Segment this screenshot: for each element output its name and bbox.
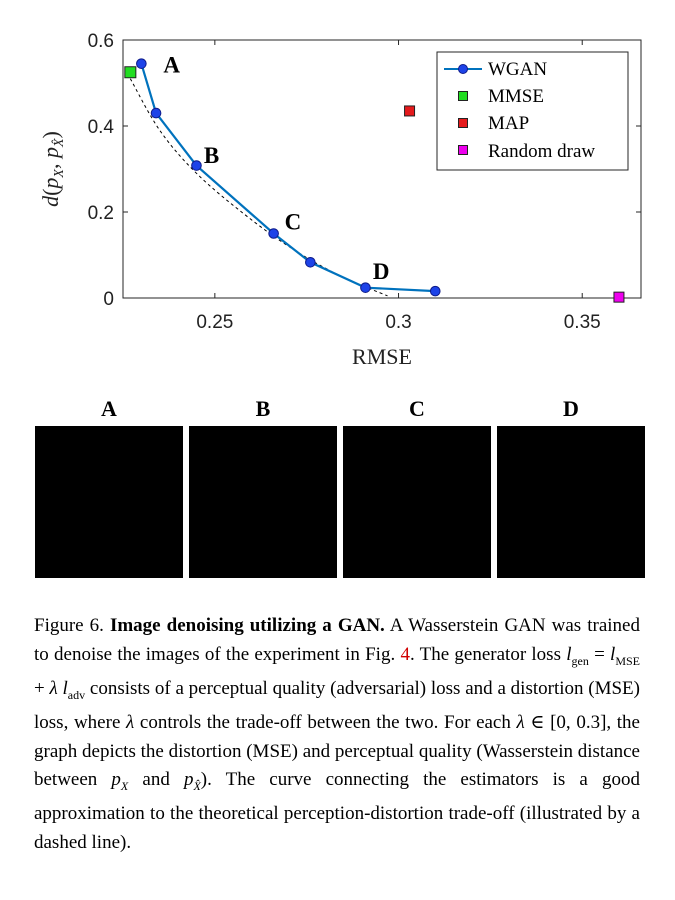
x-tick-label: 0.25 — [196, 312, 233, 333]
x-axis-ticks: 0.25 0.3 0.35 — [196, 40, 601, 333]
x-tick-label: 0.3 — [385, 312, 411, 333]
legend-mmse-marker — [458, 91, 468, 101]
y-tick-label: 0 — [103, 289, 114, 310]
legend-map-marker — [458, 118, 468, 128]
wgan-point — [191, 160, 202, 171]
legend-box — [436, 51, 629, 171]
caption-figure-ref-link[interactable]: 4 — [400, 643, 410, 665]
panel-b: B — [189, 398, 337, 578]
caption-math: X — [120, 778, 129, 793]
caption-text: ). The curve connecting the estimators i… — [34, 769, 640, 853]
x-tick-label: 0.35 — [564, 312, 601, 333]
caption-math: p — [183, 769, 194, 791]
legend-wgan-label: WGAN — [488, 59, 547, 80]
y-tick-label: 0.2 — [88, 203, 114, 224]
caption-text: , the graph depicts the distortion (MSE)… — [34, 712, 640, 791]
panel-d: D — [497, 398, 645, 578]
caption-math: λ — [126, 712, 135, 734]
wgan-point — [305, 257, 316, 268]
caption-math: p — [111, 769, 121, 791]
point-label: A — [163, 53, 180, 78]
caption-math: = — [588, 643, 611, 665]
legend-map-label: MAP — [488, 113, 529, 134]
panel-c-image — [343, 426, 491, 578]
panel-b-label: B — [255, 396, 271, 421]
legend-mmse-label: MMSE — [488, 86, 544, 107]
caption-math: X̂ — [193, 778, 201, 793]
point-label: B — [204, 143, 219, 168]
wgan-point — [360, 282, 371, 293]
caption-math: λ — [516, 712, 525, 734]
caption-math: λ — [49, 677, 58, 699]
panel-b-image — [189, 426, 337, 578]
mmse-point — [124, 66, 137, 79]
caption-math: l — [566, 643, 572, 665]
panel-c: C — [343, 398, 491, 578]
panel-c-label: C — [409, 396, 425, 421]
caption-math: adv — [67, 687, 86, 702]
wgan-point — [429, 285, 441, 297]
x-axis-title: RMSE — [352, 344, 412, 369]
caption-title: Image denoising utilizing a GAN. — [109, 615, 385, 636]
y-axis-ticks: 0 0.2 0.4 0.6 — [88, 31, 641, 310]
caption-math: l — [610, 643, 616, 665]
caption-text: controls the trade-off between the two. … — [134, 712, 517, 734]
caption-fig-num: Figure 6. — [34, 615, 104, 636]
wgan-point — [136, 58, 147, 69]
panel-d-image — [497, 426, 645, 578]
panel-a: A — [35, 398, 183, 578]
wgan-point — [150, 107, 162, 119]
caption-math: + — [34, 677, 50, 699]
figure-caption: Figure 6. Image denoising utilizing a GA… — [34, 612, 640, 857]
chart: 0 0.2 0.4 0.6 0.25 0.3 0.35 d(pX, pX̂) RMSE A… — [38, 31, 642, 369]
y-axis-title: d(pX, pX̂) — [38, 131, 67, 207]
caption-math: gen — [571, 653, 589, 668]
panel-a-label: A — [101, 396, 117, 421]
caption-math: ∈ [0, 0.3] — [524, 712, 607, 734]
chart-marks: A B C D — [124, 53, 625, 303]
wgan-point — [268, 228, 279, 239]
panel-a-image — [35, 426, 183, 578]
point-label: D — [373, 259, 390, 284]
legend: WGAN MMSE MAP Random draw — [436, 51, 629, 171]
y-tick-label: 0.4 — [88, 117, 115, 138]
caption-text: . The generator loss — [409, 643, 567, 665]
caption-text: and — [128, 769, 184, 791]
panel-d-label: D — [563, 396, 579, 421]
caption-text: A Wasserstein GAN was trained to denoise… — [34, 615, 640, 665]
legend-wgan-marker — [458, 64, 468, 74]
legend-random-draw-label: Random draw — [488, 141, 595, 162]
map-point — [404, 105, 416, 117]
point-label: C — [285, 210, 302, 235]
legend-random-draw-marker — [458, 145, 468, 155]
caption-math: l — [62, 677, 68, 699]
caption-text: consists of a perceptual quality (advers… — [34, 677, 640, 734]
caption-math: MSE — [615, 653, 641, 668]
random-draw-point — [613, 291, 625, 303]
y-tick-label: 0.6 — [88, 31, 114, 52]
